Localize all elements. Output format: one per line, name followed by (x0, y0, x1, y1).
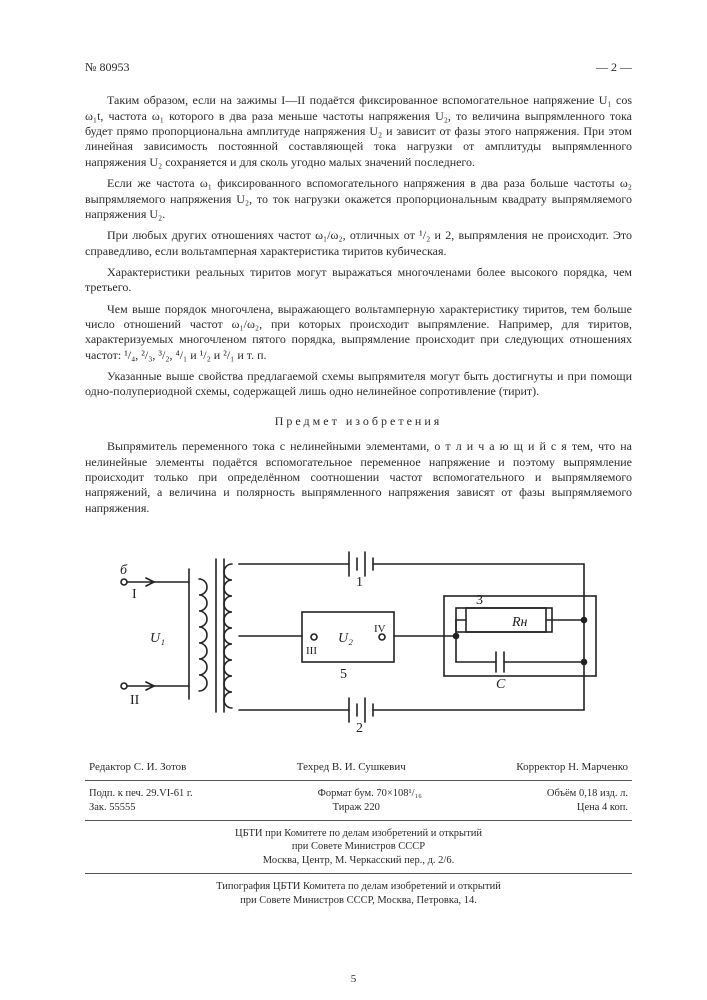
footer-line: Москва, Центр, М. Черкасский пер., д. 2/… (85, 854, 632, 867)
meta-row-2: Зак. 55555 Тираж 220 Цена 4 коп. (85, 801, 632, 814)
page: № 80953 — 2 — Таким образом, если на заж… (0, 0, 707, 1000)
label-III: III (306, 645, 317, 657)
label-U1: U₁ (150, 631, 165, 646)
label-1: 1 (356, 575, 363, 590)
editor: Редактор С. И. Зотов (89, 760, 186, 774)
footer-line: ЦБТИ при Комитете по делам изобретений и… (85, 827, 632, 840)
paragraph: Если же частота ω₁ фиксированного вспомо… (85, 176, 632, 222)
bottom-page-number: 5 (0, 972, 707, 986)
corrector: Корректор Н. Марченко (516, 760, 628, 774)
paragraph: Характеристики реальных тиритов могут вы… (85, 265, 632, 296)
divider (85, 873, 632, 874)
footer-line: при Совете Министров СССР, Москва, Петро… (85, 894, 632, 907)
footer-block-1: ЦБТИ при Комитете по делам изобретений и… (85, 827, 632, 867)
meta-price: Цена 4 коп. (577, 801, 628, 814)
footer-line: при Совете Министров СССР (85, 840, 632, 853)
paragraph: При любых других отношениях частот ω₁/ω₂… (85, 228, 632, 259)
page-number: — 2 — (596, 60, 632, 75)
claim-text: Выпрямитель переменного тока с нелинейны… (85, 439, 632, 516)
claim-body: Выпрямитель переменного тока с нелинейны… (85, 439, 632, 516)
label-C: C (496, 677, 506, 692)
footer-block-2: Типография ЦБТИ Комитета по делам изобре… (85, 880, 632, 907)
label-II: II (130, 693, 140, 708)
label-IV: IV (374, 623, 386, 635)
label-I: I (132, 587, 137, 602)
meta-order: Зак. 55555 (89, 801, 136, 814)
page-header: № 80953 — 2 — (85, 60, 632, 75)
paragraph: Чем выше порядок многочлена, выражающего… (85, 302, 632, 363)
meta-print-date: Подп. к печ. 29.VI-61 г. (89, 787, 193, 800)
claim-title: Предмет изобретения (85, 414, 632, 429)
paragraph: Указанные выше свойства предлагаемой схе… (85, 369, 632, 400)
label-U2: U₂ (338, 631, 353, 646)
footer-line: Типография ЦБТИ Комитета по делам изобре… (85, 880, 632, 893)
label-terminal-top: б (120, 563, 128, 578)
circuit-figure: б I II U₁ U₂ 1 2 3 Rн III IV 5 C (104, 534, 614, 744)
meta-volume: Объём 0,18 изд. л. (547, 787, 628, 800)
label-3: 3 (476, 593, 483, 608)
meta-format: Формат бум. 70×108¹/₁₆ (318, 787, 422, 800)
paragraph: Таким образом, если на зажимы I—II подаё… (85, 93, 632, 170)
label-2: 2 (356, 721, 363, 736)
divider (85, 820, 632, 821)
techred: Техред В. И. Сушкевич (297, 760, 406, 774)
meta-tirage: Тираж 220 (333, 801, 380, 814)
divider (85, 780, 632, 781)
label-5: 5 (340, 667, 347, 682)
label-Rn: Rн (511, 615, 528, 630)
doc-number: № 80953 (85, 60, 129, 75)
body-text: Таким образом, если на зажимы I—II подаё… (85, 93, 632, 399)
credits-row: Редактор С. И. Зотов Техред В. И. Сушкев… (85, 760, 632, 774)
meta-row-1: Подп. к печ. 29.VI-61 г. Формат бум. 70×… (85, 787, 632, 800)
